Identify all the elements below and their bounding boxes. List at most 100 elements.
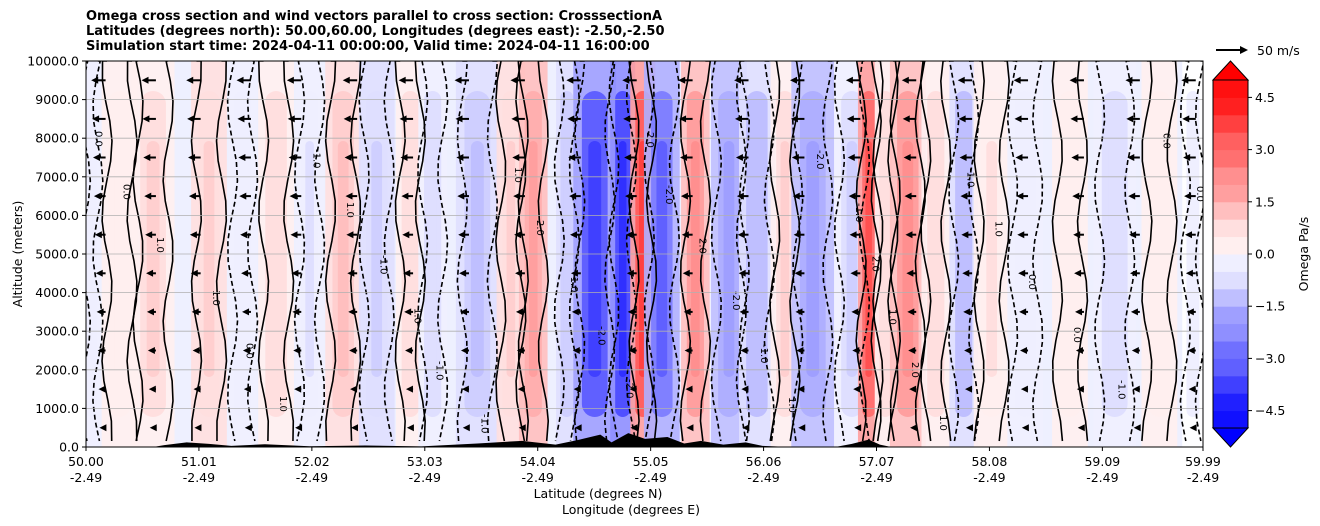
x-tick-label-lat: 53.03 bbox=[407, 454, 443, 469]
wind-arrowhead bbox=[401, 192, 409, 200]
wind-arrowhead bbox=[1126, 115, 1134, 123]
colorbar-extend-high bbox=[1211, 60, 1250, 81]
wind-arrowhead bbox=[1071, 154, 1079, 161]
x-tick-label-lon: -2.49 bbox=[70, 470, 102, 485]
contour-line bbox=[833, 61, 846, 442]
contour-label: 0.0 bbox=[121, 184, 132, 200]
x-tick-label-lat: 58.08 bbox=[972, 454, 1008, 469]
contour-line bbox=[537, 61, 550, 442]
wind-arrowhead bbox=[1070, 115, 1078, 123]
contour-line bbox=[738, 61, 751, 442]
y-tick-label: 9000.0 bbox=[35, 92, 79, 107]
contour-label: 0.0 bbox=[1026, 274, 1037, 290]
omega-band-core bbox=[656, 141, 668, 377]
wind-arrowhead bbox=[1125, 76, 1133, 84]
wind-arrowhead bbox=[847, 154, 855, 161]
wind-arrowhead bbox=[626, 269, 634, 277]
wind-arrowhead bbox=[94, 231, 102, 239]
wind-arrowhead bbox=[1184, 192, 1192, 200]
colorbar-tick-label: −4.5 bbox=[1255, 403, 1285, 418]
colorbar-segment bbox=[1213, 219, 1248, 238]
omega-band-core bbox=[528, 141, 538, 377]
wind-arrowhead bbox=[739, 308, 747, 316]
wind-arrowhead bbox=[236, 76, 244, 84]
wind-arrowhead bbox=[144, 192, 152, 200]
contour-label: 1.0 bbox=[993, 221, 1004, 237]
contour-line bbox=[858, 61, 871, 442]
wind-arrowhead bbox=[345, 192, 353, 200]
colorbar-segment bbox=[1213, 184, 1248, 203]
wind-arrowhead bbox=[92, 115, 100, 123]
wind-arrowhead bbox=[795, 308, 803, 316]
quiver-key-arrowhead bbox=[1240, 46, 1248, 54]
wind-arrowhead bbox=[405, 385, 413, 393]
contour-label: -2.0 bbox=[730, 291, 741, 311]
contour-line bbox=[486, 61, 499, 442]
omega-band-core bbox=[203, 141, 215, 377]
wind-arrowhead bbox=[909, 385, 917, 393]
wind-arrowhead bbox=[1017, 231, 1025, 239]
contour-line bbox=[1051, 61, 1064, 442]
wind-arrowhead bbox=[287, 115, 295, 123]
wind-arrowhead bbox=[148, 385, 156, 393]
x-tick-label-lon: -2.49 bbox=[1086, 470, 1118, 485]
colorbar-tick-label: 3.0 bbox=[1255, 142, 1275, 157]
wind-arrowhead bbox=[1072, 192, 1080, 200]
wind-arrowhead bbox=[461, 385, 469, 393]
wind-arrowhead bbox=[681, 231, 689, 239]
wind-arrowhead bbox=[244, 424, 252, 432]
wind-arrowhead bbox=[1015, 154, 1023, 161]
wind-arrowhead bbox=[852, 347, 860, 354]
omega-band-core bbox=[618, 141, 627, 377]
omega-band-core bbox=[563, 141, 571, 377]
title-line-1: Omega cross section and wind vectors par… bbox=[86, 9, 663, 24]
y-tick-label: 3000.0 bbox=[35, 324, 79, 339]
x-tick-label-lat: 55.05 bbox=[633, 454, 669, 469]
contour-label: 0.0 bbox=[1071, 327, 1082, 343]
contour-label: 2.0 bbox=[870, 256, 881, 272]
wind-arrowhead bbox=[680, 154, 688, 161]
wind-arrowhead bbox=[186, 76, 194, 84]
terrain-profile bbox=[86, 433, 1203, 447]
omega-band-core bbox=[806, 141, 820, 377]
x-tick-label-lat: 50.00 bbox=[68, 454, 104, 469]
wind-arrowhead bbox=[510, 76, 518, 84]
wind-arrowhead bbox=[190, 269, 198, 277]
wind-arrowhead bbox=[511, 115, 519, 123]
contour-line bbox=[215, 61, 228, 442]
omega-band-core bbox=[723, 141, 735, 377]
wind-arrowhead bbox=[292, 308, 300, 316]
contour-label: -2.0 bbox=[596, 326, 607, 346]
wind-arrowhead bbox=[906, 269, 914, 277]
contour-label: 1.0 bbox=[886, 309, 897, 325]
wind-arrowhead bbox=[237, 115, 245, 123]
contour-label: 2.0 bbox=[534, 220, 545, 236]
wind-arrowhead bbox=[399, 115, 407, 123]
contour-line bbox=[246, 61, 259, 442]
quiver-key: 50 m/s bbox=[1216, 43, 1300, 58]
contour-line bbox=[973, 61, 985, 442]
contour-label: 1.0 bbox=[937, 415, 948, 431]
wind-arrowhead bbox=[737, 231, 745, 239]
wind-arrowhead bbox=[962, 269, 970, 277]
wind-arrowhead bbox=[1016, 192, 1024, 200]
contour-line bbox=[456, 61, 469, 442]
wind-arrowhead bbox=[1182, 115, 1190, 123]
wind-arrowhead bbox=[460, 347, 468, 354]
wind-arrowhead bbox=[740, 347, 748, 354]
contour-line bbox=[190, 61, 203, 442]
wind-arrowhead bbox=[567, 115, 575, 123]
wind-arrowhead bbox=[905, 231, 913, 239]
omega-band-core bbox=[114, 141, 125, 377]
contour-line bbox=[792, 61, 804, 442]
wind-arrowhead bbox=[291, 269, 299, 277]
wind-arrowhead bbox=[848, 192, 856, 200]
wind-arrowhead bbox=[569, 192, 577, 200]
x-tick-label-lon: -2.49 bbox=[747, 470, 779, 485]
x-tick-label-lon: -2.49 bbox=[522, 470, 554, 485]
contour-label: -1.0 bbox=[1116, 380, 1127, 400]
y-tick-label: 10000.0 bbox=[27, 54, 79, 69]
wind-arrowhead bbox=[850, 269, 858, 277]
wind-arrowhead bbox=[288, 154, 296, 161]
omega-band-core bbox=[337, 141, 349, 377]
